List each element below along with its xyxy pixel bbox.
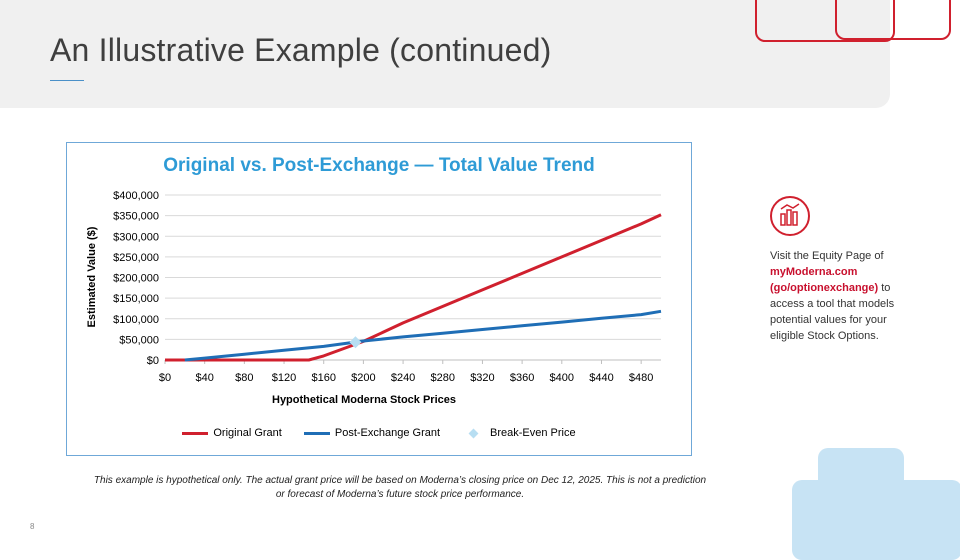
x-tick-label: $160 (311, 372, 335, 384)
y-tick-label: $0 (147, 355, 159, 367)
series-line-original-grant (165, 213, 662, 362)
series-line-post-exchange-grant (184, 309, 662, 362)
x-tick-label: $320 (470, 372, 494, 384)
x-tick-label: $40 (196, 372, 214, 384)
break-even-point (349, 336, 362, 349)
title-underline (50, 80, 84, 81)
y-tick-label: $150,000 (113, 293, 159, 305)
chart-legend: Original Grant Post-Exchange Grant Break… (67, 427, 691, 439)
y-axis-label: Estimated Value ($) (86, 226, 98, 327)
x-tick-label: $480 (629, 372, 653, 384)
legend-item-post-exchange: Post-Exchange Grant (303, 427, 441, 439)
x-tick-label: $240 (391, 372, 415, 384)
header-band (0, 0, 890, 108)
decor-red-frame-1 (755, 0, 895, 42)
x-tick-label: $0 (159, 372, 171, 384)
y-tick-label: $250,000 (113, 252, 159, 264)
sidebar-line2-suffix: to (878, 282, 891, 294)
x-axis-label: Hypothetical Moderna Stock Prices (272, 394, 456, 406)
optionexchange-link[interactable]: (go/optionexchange) (770, 282, 879, 294)
disclaimer: This example is hypothetical only. The a… (30, 474, 770, 502)
sidebar-callout: Visit the Equity Page of myModerna.com (… (770, 196, 920, 344)
y-tick-label: $400,000 (113, 190, 159, 202)
legend-label-post-exchange: Post-Exchange Grant (334, 427, 441, 439)
x-tick-label: $360 (510, 372, 534, 384)
series-lines (165, 213, 662, 362)
legend-item-break-even: Break-Even Price (462, 427, 576, 439)
y-tick-label: $100,000 (113, 314, 159, 326)
disclaimer-line1: This example is hypothetical only. The a… (93, 475, 707, 486)
sidebar-text: Visit the Equity Page of myModerna.com (… (770, 248, 920, 344)
page-number: 8 (30, 522, 35, 531)
legend-swatch-break-even (468, 428, 479, 438)
x-tick-label: $200 (351, 372, 375, 384)
decor-blue-block-2 (792, 480, 960, 560)
y-tick-label: $300,000 (113, 231, 159, 243)
line-chart: $0 $50,000 $100,000 $150,000 $200,000 $250,00… (86, 190, 662, 406)
y-tick-label: $50,000 (119, 334, 159, 346)
x-axis: $0 $40 $80 $120 $160 $200 $240 $280 $320 $360 $400… (159, 360, 653, 384)
chart-title: Original vs. Post-Exchange — Total Value… (163, 155, 595, 176)
legend-swatch-post-exchange (303, 431, 330, 435)
slide-title: An Illustrative Example (continued) (50, 32, 552, 68)
legend-swatch-original (182, 431, 209, 435)
y-tick-label: $200,000 (113, 273, 159, 285)
y-axis: $0 $50,000 $100,000 $150,000 $200,000 $250,00… (113, 190, 159, 367)
mymoderna-link[interactable]: myModerna.com (770, 266, 858, 278)
disclaimer-line2: or forecast of Moderna’s future stock pr… (275, 489, 525, 500)
decor-red-frame-2 (835, 0, 951, 40)
sidebar-line1: Visit the Equity Page of (770, 250, 884, 262)
chart-bars-icon (770, 196, 810, 236)
x-tick-label: $280 (431, 372, 455, 384)
x-tick-label: $80 (235, 372, 253, 384)
sidebar-line3: access a tool that models potential valu… (770, 298, 895, 342)
y-tick-label: $350,000 (113, 211, 159, 223)
legend-item-original: Original Grant (182, 427, 282, 439)
x-tick-label: $440 (589, 372, 613, 384)
x-tick-label: $120 (272, 372, 296, 384)
x-tick-label: $400 (550, 372, 574, 384)
legend-label-break-even: Break-Even Price (490, 427, 576, 439)
chart-container: Original vs. Post-Exchange — Total Value… (66, 142, 692, 456)
legend-label-original: Original Grant (213, 427, 282, 439)
